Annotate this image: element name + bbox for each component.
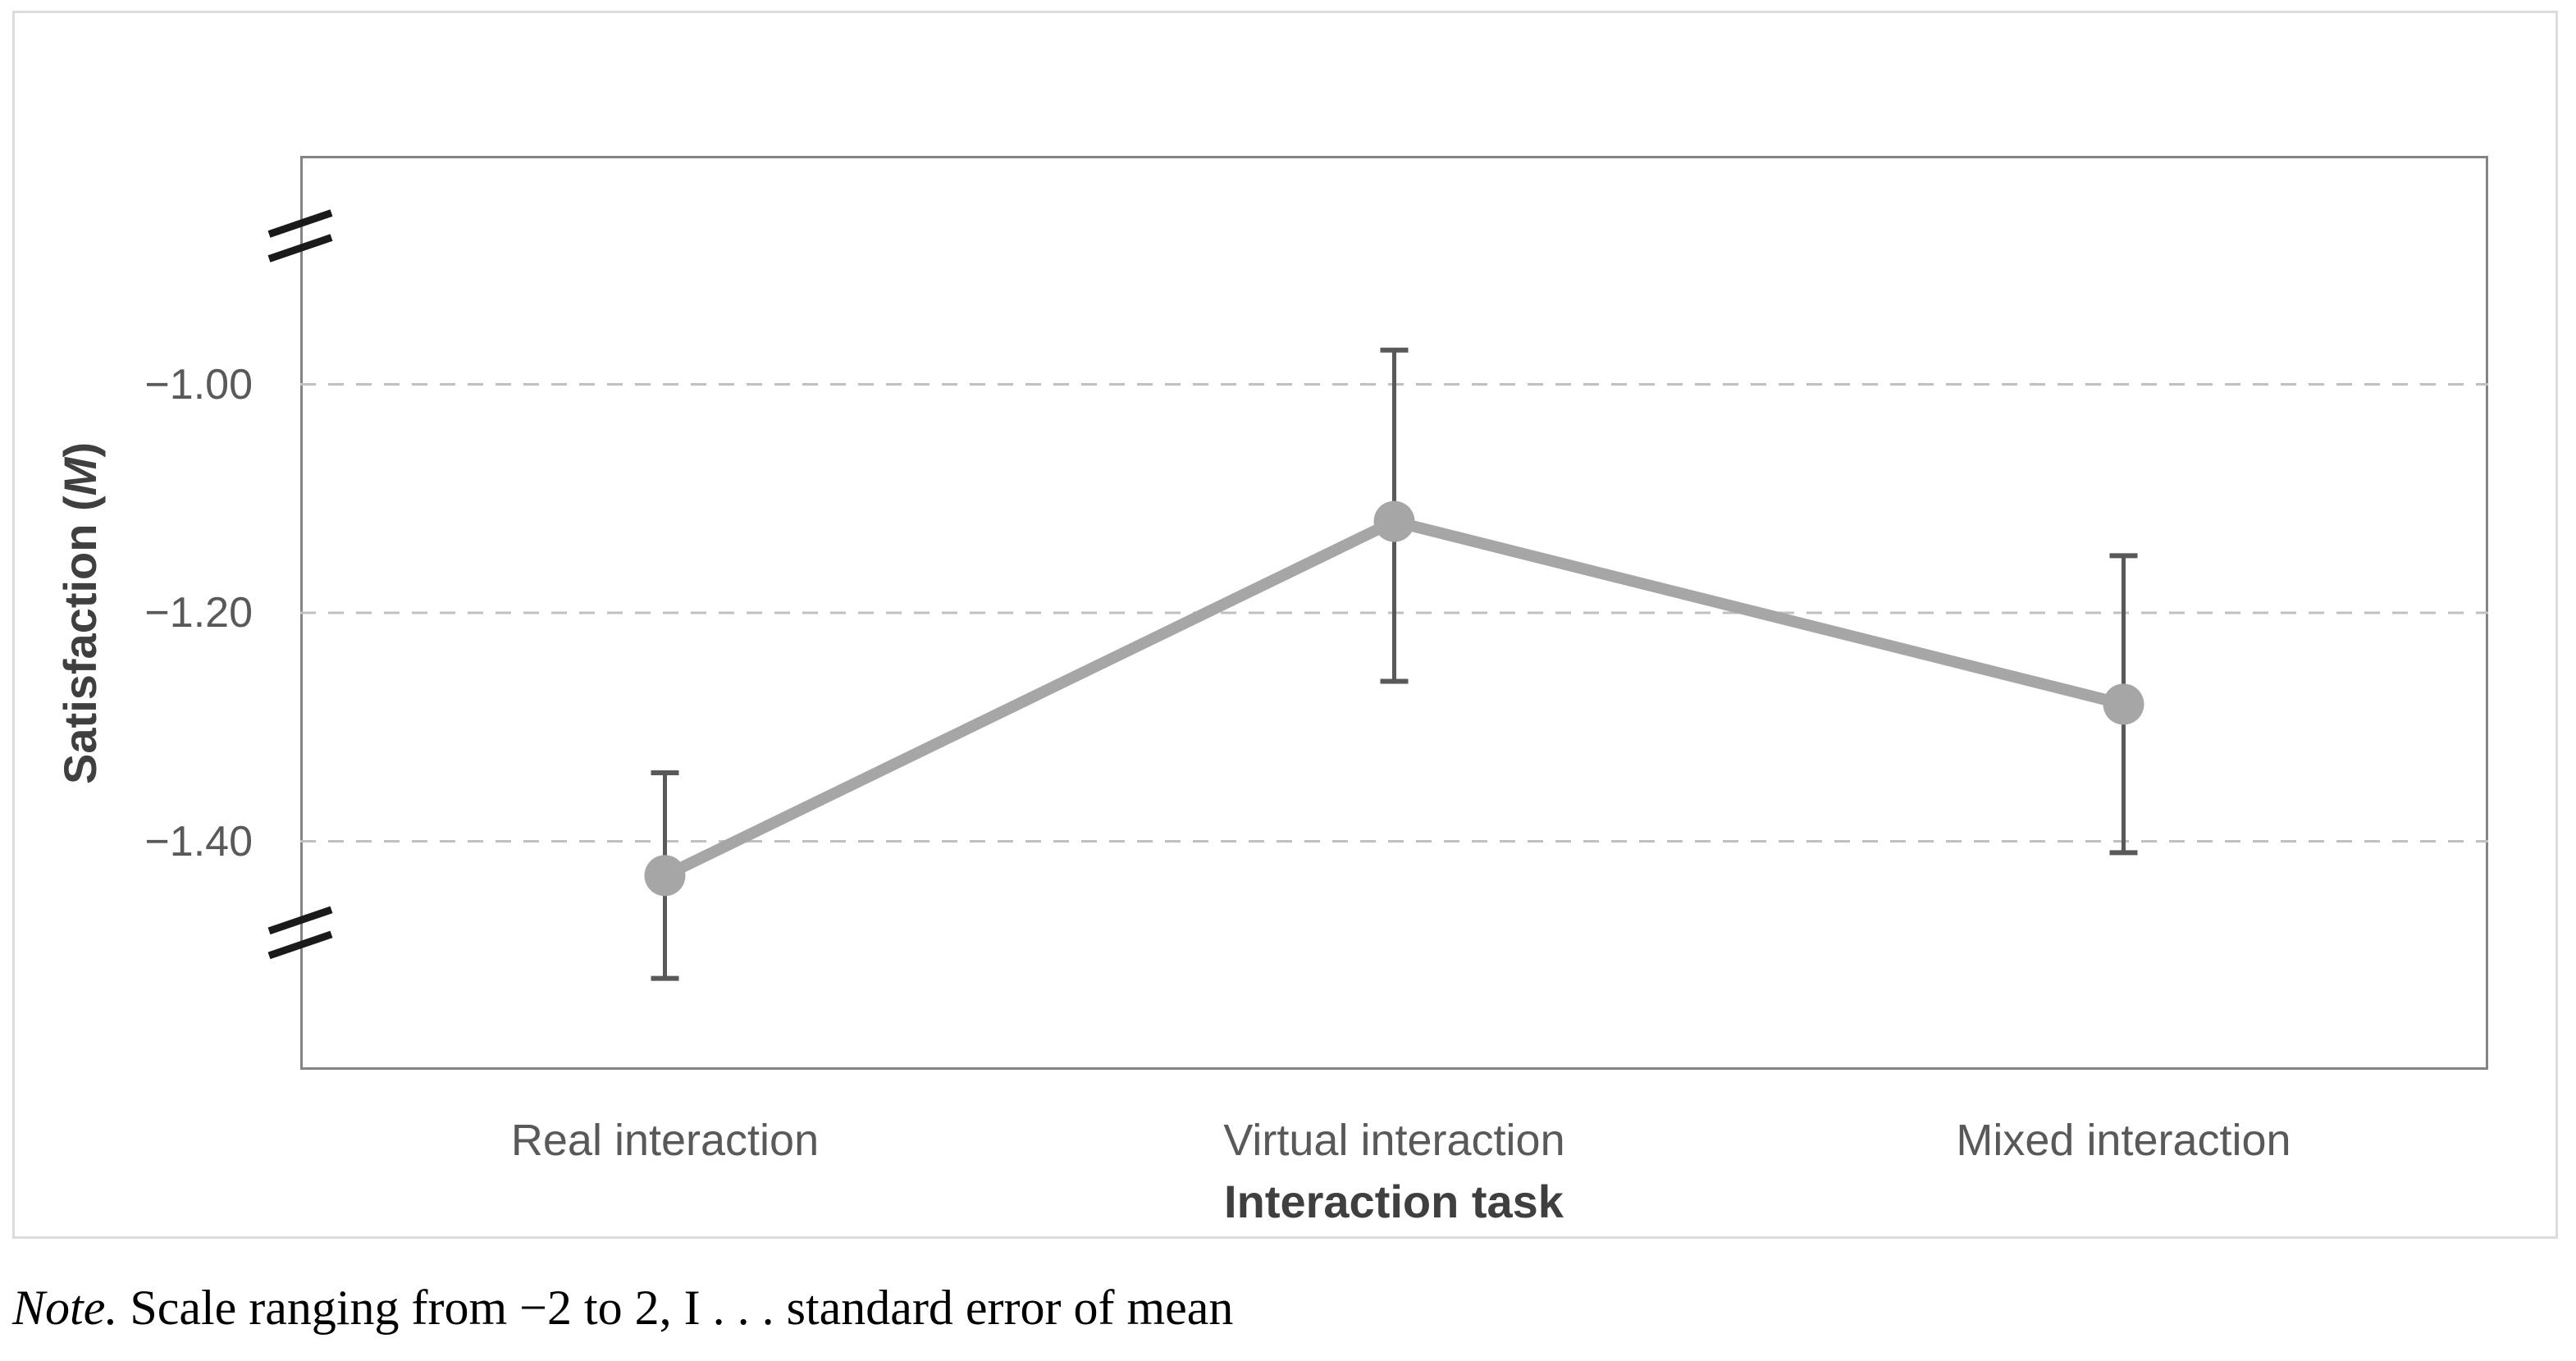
x-category-label-1: Virtual interaction xyxy=(1223,1116,1565,1165)
axis-break-icon xyxy=(267,209,333,238)
data-point-0 xyxy=(644,855,686,897)
chart-plot xyxy=(267,209,2488,981)
x-category-label-2: Mixed interaction xyxy=(1956,1116,2291,1165)
x-category-label-0: Real interaction xyxy=(510,1116,820,1165)
data-point-1 xyxy=(1373,500,1415,542)
data-point-2 xyxy=(2103,683,2144,725)
axis-break-icon xyxy=(267,930,333,960)
axis-break-icon xyxy=(267,906,333,935)
figure-note: Note. Scale ranging from −2 to 2, I . . … xyxy=(12,1280,1233,1336)
y-tick-label-0: −1.00 xyxy=(144,360,253,409)
note-lead: Note. xyxy=(12,1281,118,1335)
y-tick-label-1: −1.20 xyxy=(144,589,253,637)
y-tick-label-2: −1.40 xyxy=(144,817,253,865)
axis-break-icon xyxy=(267,234,333,263)
note-body: Scale ranging from −2 to 2, I . . . stan… xyxy=(117,1281,1234,1335)
x-axis-title: Interaction task xyxy=(1224,1176,1564,1227)
